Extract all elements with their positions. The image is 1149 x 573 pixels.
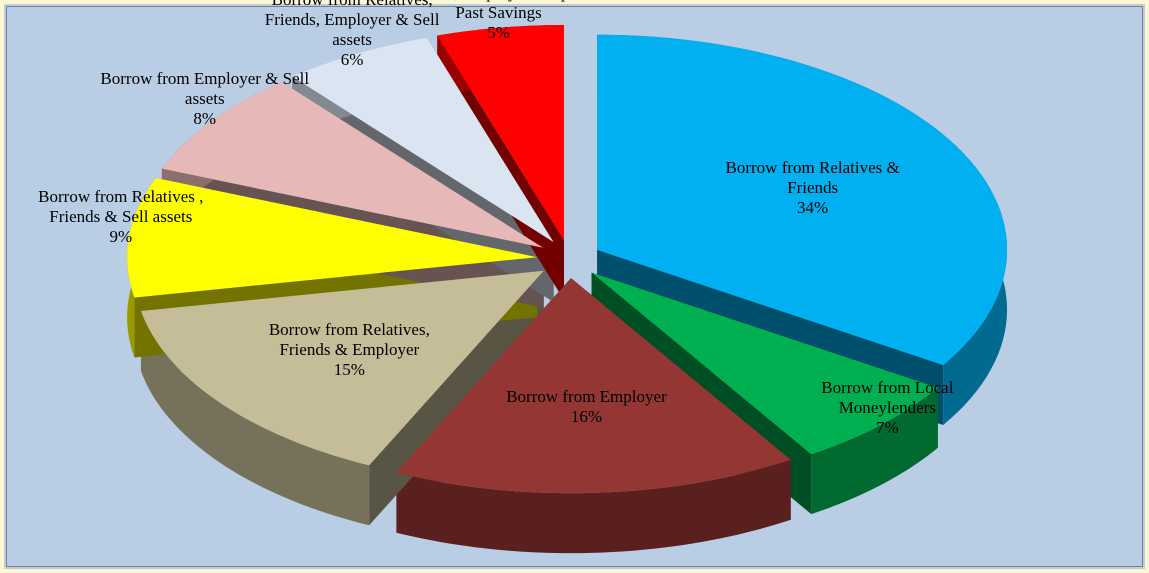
category-label: Borrow from Relatives, Friends & Employe…	[268, 319, 430, 359]
category-label: Borrow from Relatives, Friends, Employer…	[264, 0, 440, 49]
slice-label: Borrow from Relatives, Friends, Employer…	[247, 0, 457, 70]
slice-label: Borrow from Relatives & Friends 34%	[708, 158, 918, 218]
slice	[437, 25, 564, 241]
category-label: Borrow from Employer & Sell assets	[100, 68, 310, 108]
value-label: 5%	[487, 23, 510, 43]
plot-border	[6, 6, 1143, 567]
slice-label: Borrow from Employer 16%	[481, 387, 691, 427]
slice	[396, 278, 791, 494]
value-label: 15%	[333, 359, 365, 379]
chart	[127, 25, 1008, 554]
slice	[591, 272, 938, 455]
slice-label: Borrow from Local Moneylenders 7%	[782, 378, 992, 438]
slice	[127, 178, 538, 298]
value-label: 16%	[570, 406, 603, 426]
value-label: 34%	[797, 197, 829, 217]
slice-label: Borrow from Employer & Sell assets 8%	[100, 69, 310, 129]
slice-side	[140, 311, 370, 526]
slice-side	[396, 459, 791, 554]
value-label: 7%	[875, 417, 899, 437]
category-label: Borrow from Relatives & Friends	[725, 157, 900, 197]
value-label: 8%	[193, 108, 217, 128]
value-label: 9%	[109, 226, 133, 246]
slice-side	[811, 387, 938, 515]
slice-label: Borrow from Relatives, Friends, Empolyer…	[394, 0, 604, 43]
slice	[161, 82, 544, 248]
category-label: Borrow from Local Moneylenders	[821, 377, 954, 417]
category-label: Borrow from Relatives , Friends & Sell a…	[38, 186, 204, 226]
slice	[140, 270, 544, 466]
slice-label: Borrow from Relatives , Friends & Sell a…	[16, 187, 226, 247]
slice	[292, 37, 554, 243]
category-label: Borrow from Relatives, Friends, Empolyer…	[403, 0, 594, 23]
slice-label: Borrow from Relatives, Friends & Employe…	[244, 320, 454, 380]
value-label: 6%	[340, 50, 364, 69]
slice	[597, 34, 1008, 365]
category-label: Borrow from Employer	[506, 386, 667, 406]
